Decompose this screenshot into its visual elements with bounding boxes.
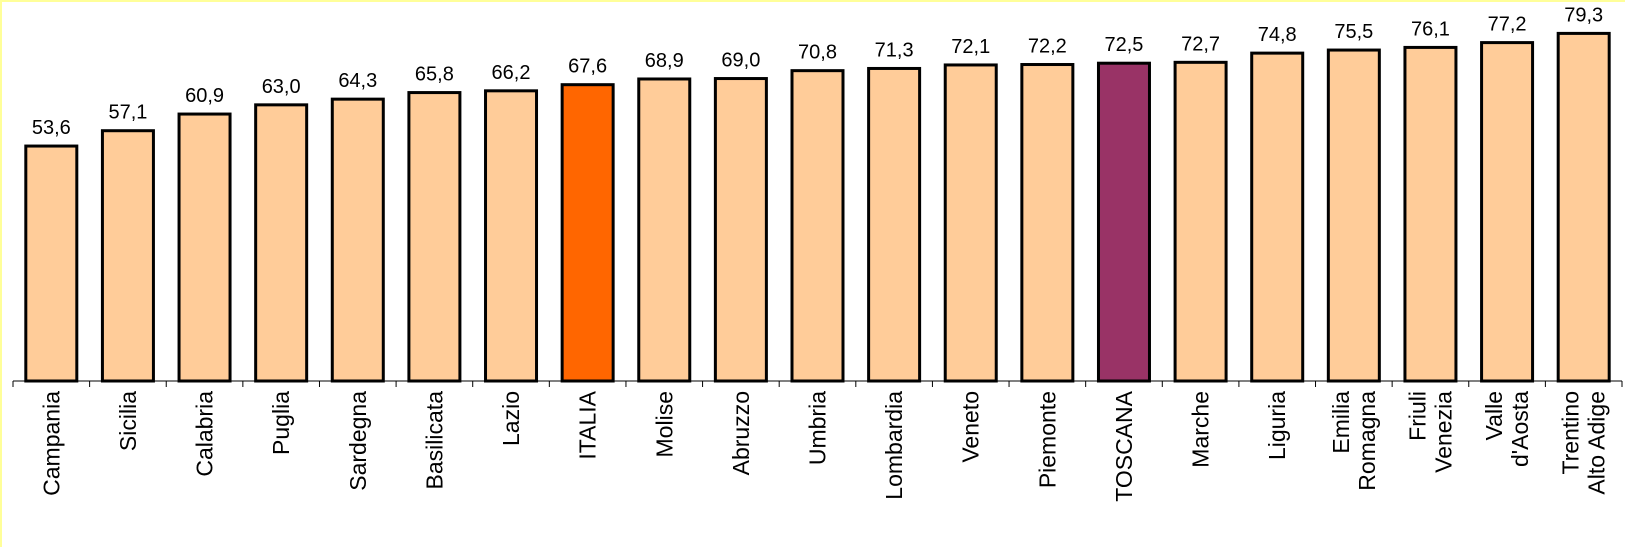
value-label-umbria: 70,8 <box>798 42 837 64</box>
category-label-lazio: Lazio <box>498 391 524 446</box>
value-label-piemonte: 72,2 <box>1028 36 1067 58</box>
bar-basilicata <box>407 91 462 383</box>
category-label-valle-d-aosta: d'Aosta <box>1507 391 1533 467</box>
value-label-emilia-romagna: 75,5 <box>1334 21 1373 43</box>
value-label-veneto: 72,1 <box>951 36 990 58</box>
category-label-campania: Campania <box>38 391 64 496</box>
category-label-abruzzo: Abruzzo <box>728 391 754 475</box>
value-label-marche: 72,7 <box>1181 33 1220 55</box>
category-label-basilicata: Basilicata <box>421 391 447 490</box>
bar-sicilia <box>100 129 155 383</box>
value-label-abruzzo: 69,0 <box>721 50 760 72</box>
category-label-toscana: TOSCANA <box>1111 390 1137 501</box>
category-label-veneto: Veneto <box>958 391 984 463</box>
category-label-friuli-venezia: Venezia <box>1430 391 1456 473</box>
bar-emilia-romagna <box>1326 48 1381 383</box>
category-label-emilia-romagna: Emilia <box>1328 391 1354 454</box>
bar-lombardia <box>867 66 922 383</box>
category-label-valle-d-aosta: Valle <box>1481 391 1507 440</box>
value-label-calabria: 60,9 <box>185 85 224 107</box>
bar-trentino-alto-adige <box>1556 31 1611 383</box>
category-label-sicilia: Sicilia <box>115 391 141 451</box>
value-label-lombardia: 71,3 <box>875 39 914 61</box>
bar-piemonte <box>1020 63 1075 383</box>
category-label-lombardia: Lombardia <box>881 391 907 500</box>
value-label-toscana: 72,5 <box>1105 34 1144 56</box>
category-label-italia: ITALIA <box>575 390 601 459</box>
bar-umbria <box>790 69 845 383</box>
bar-italia <box>560 83 615 383</box>
category-label-liguria: Liguria <box>1264 391 1290 460</box>
category-label-emilia-romagna: Romagna <box>1354 391 1380 491</box>
bar-campania <box>24 144 79 383</box>
bar-liguria <box>1250 51 1305 383</box>
bar-calabria <box>177 112 232 383</box>
value-label-friuli-venezia: 76,1 <box>1411 18 1450 40</box>
bar-veneto <box>943 63 998 383</box>
category-label-umbria: Umbria <box>805 391 831 465</box>
bar-toscana <box>1096 61 1151 383</box>
bar-friuli-venezia <box>1403 45 1458 383</box>
value-label-trentino-alto-adige: 79,3 <box>1564 4 1603 26</box>
bar-molise <box>637 77 692 383</box>
value-label-campania: 53,6 <box>32 117 71 139</box>
value-label-puglia: 63,0 <box>262 76 301 98</box>
category-label-puglia: Puglia <box>268 391 294 455</box>
value-label-lazio: 66,2 <box>492 62 531 84</box>
category-label-molise: Molise <box>651 391 677 457</box>
value-label-basilicata: 65,8 <box>415 64 454 86</box>
bar-abruzzo <box>713 77 768 383</box>
category-label-calabria: Calabria <box>192 391 218 477</box>
category-label-trentino-alto-adige: Trentino <box>1558 391 1584 475</box>
category-label-piemonte: Piemonte <box>1034 391 1060 488</box>
bar-puglia <box>254 103 309 383</box>
value-label-valle-d-aosta: 77,2 <box>1488 14 1527 36</box>
value-label-sicilia: 57,1 <box>108 102 147 124</box>
category-label-sardegna: Sardegna <box>345 391 371 491</box>
bar-marche <box>1173 60 1228 383</box>
value-label-italia: 67,6 <box>568 56 607 78</box>
category-label-marche: Marche <box>1188 391 1214 468</box>
value-label-liguria: 74,8 <box>1258 24 1297 46</box>
value-label-sardegna: 64,3 <box>338 70 377 92</box>
bar-lazio <box>484 89 539 383</box>
category-label-trentino-alto-adige: Alto Adige <box>1584 391 1610 495</box>
value-label-molise: 68,9 <box>645 50 684 72</box>
category-label-friuli-venezia: Friuli <box>1404 391 1430 441</box>
bar-sardegna <box>330 97 385 383</box>
bar-valle-d-aosta <box>1480 41 1535 383</box>
